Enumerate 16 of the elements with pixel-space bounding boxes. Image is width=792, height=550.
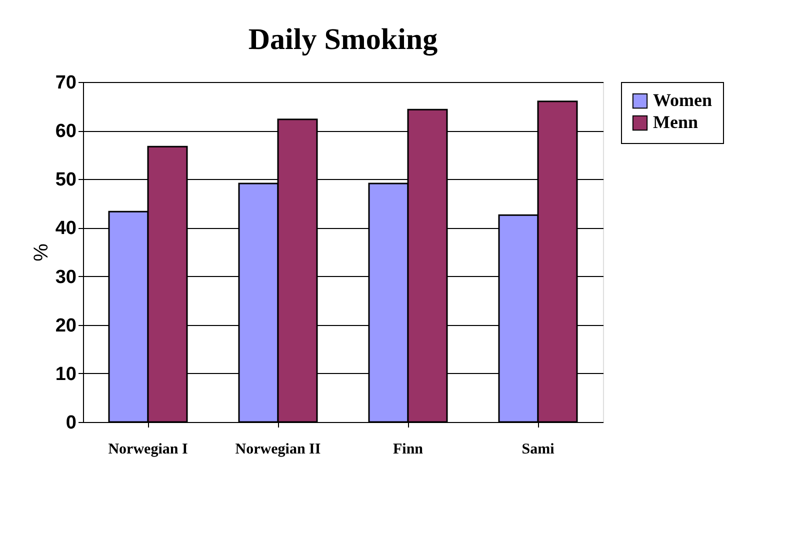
x-tick-label: Sami <box>522 442 554 458</box>
y-axis-title: % <box>30 243 52 262</box>
x-tick-label: Norwegian I <box>108 442 188 458</box>
y-tick-label: 30 <box>55 266 76 288</box>
y-tick-label: 0 <box>66 412 76 434</box>
legend-label: Women <box>653 90 712 110</box>
y-tick-label: 20 <box>55 315 76 336</box>
chart-title: Daily Smoking <box>248 23 438 56</box>
y-tick-label: 50 <box>55 170 76 191</box>
legend-label: Menn <box>653 112 698 132</box>
x-tick-label: Finn <box>392 442 424 458</box>
y-tick-label: 60 <box>55 121 76 142</box>
y-tick-label: 10 <box>55 364 76 385</box>
y-tick-label: 40 <box>55 218 76 240</box>
y-tick-label: 70 <box>55 72 76 94</box>
x-tick-label: Norwegian II <box>235 442 321 458</box>
